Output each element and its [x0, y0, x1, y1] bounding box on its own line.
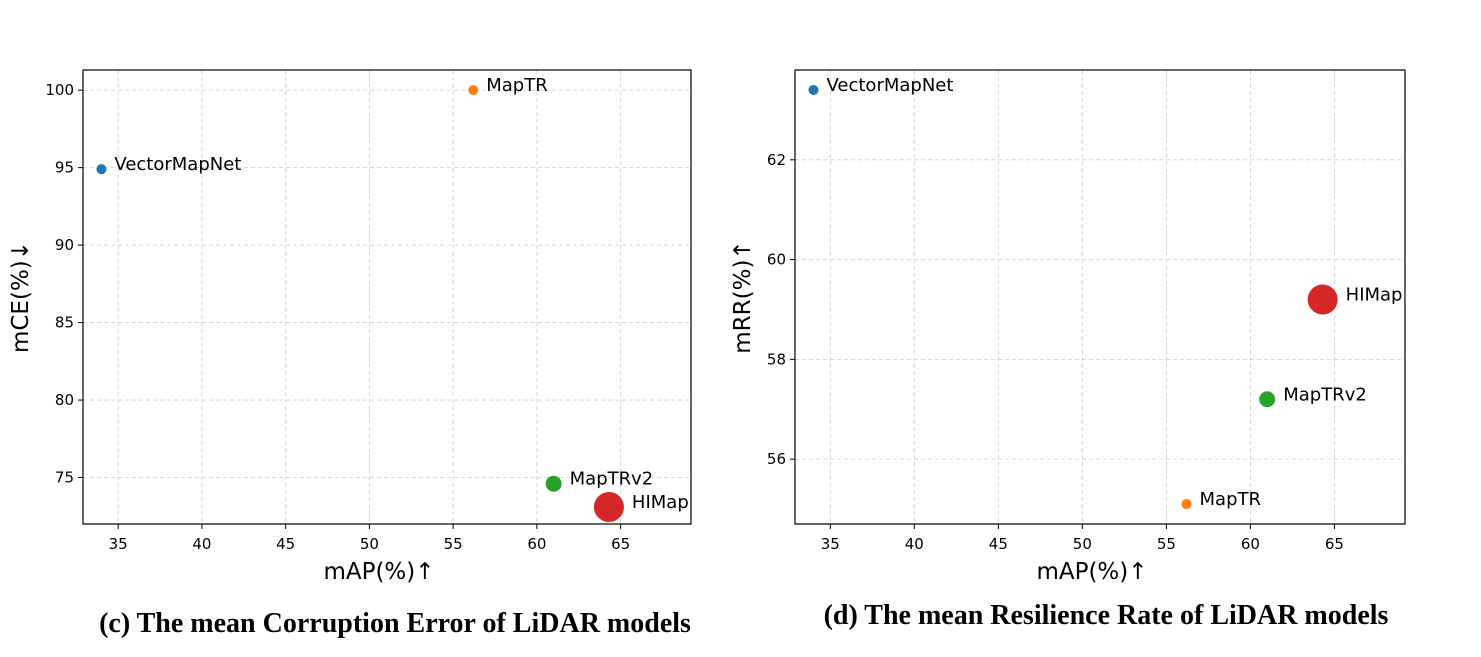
chart1-xtick-label-6: 65 [1325, 535, 1344, 553]
chart1-point-maptr [1181, 499, 1192, 510]
chart0-xtick-label-2: 45 [276, 535, 295, 553]
chart0-point-himap [593, 491, 624, 522]
chart0-xtick-label-0: 35 [109, 535, 128, 553]
chart0-ytick-label-5: 100 [45, 81, 74, 99]
chart0-point-maptr [468, 85, 479, 96]
chart0-point-maptrv2 [545, 475, 562, 492]
chart0-xtick-label-4: 55 [444, 535, 463, 553]
chart1-ytick-label-3: 62 [767, 151, 786, 169]
chart1-point-vectormapnet [808, 84, 819, 95]
chart0-point-vectormapnet [96, 164, 107, 175]
chart1-point-label-himap: HIMap [1346, 284, 1403, 305]
chart0-point-label-maptrv2: MapTRv2 [570, 469, 654, 490]
chart0-ytick-label-3: 90 [55, 236, 74, 254]
chart0-xtick-label-3: 50 [360, 535, 379, 553]
chart0-ytick-label-1: 80 [55, 391, 74, 409]
chart1-ytick-label-1: 58 [767, 350, 786, 368]
chart0-xtick-label-6: 65 [611, 535, 630, 553]
chart-panel-mrr: 35 40 45 50 55 60 65 56 58 60 62 mAP(%)↑ mRR(%)↑ Vect… [730, 69, 1406, 631]
chart1-xtick-label-2: 45 [989, 535, 1008, 553]
chart-panel-mce: 35 40 45 50 55 60 65 75 80 85 90 95 100 mAP(%)↑ mCE(%)… [8, 69, 692, 639]
chart0-ytick-label-2: 85 [55, 314, 74, 332]
chart1-point-maptrv2 [1259, 391, 1276, 408]
chart0-caption: (c) The mean Corruption Error of LiDAR m… [99, 608, 691, 639]
chart1-point-label-maptr: MapTR [1200, 489, 1262, 510]
chart0-xtick-label-5: 60 [527, 535, 546, 553]
chart1-y-axis-label: mRR(%)↑ [730, 240, 756, 353]
chart1-point-label-vectormapnet: VectorMapNet [826, 75, 953, 96]
chart1-xtick-label-4: 55 [1157, 535, 1176, 553]
chart1-caption: (d) The mean Resilience Rate of LiDAR mo… [824, 600, 1389, 631]
chart1-point-label-maptrv2: MapTRv2 [1283, 384, 1367, 405]
chart0-xtick-label-1: 40 [192, 535, 211, 553]
chart1-point-himap [1307, 284, 1338, 315]
chart0-x-axis-label: mAP(%)↑ [323, 559, 434, 585]
chart1-ytick-label-0: 56 [767, 450, 786, 468]
chart0-point-label-himap: HIMap [632, 492, 689, 513]
chart1-xtick-label-3: 50 [1073, 535, 1092, 553]
chart1-xtick-label-0: 35 [821, 535, 840, 553]
chart0-ytick-label-0: 75 [55, 469, 74, 487]
chart0-point-label-maptr: MapTR [486, 75, 547, 96]
chart1-ytick-label-2: 60 [767, 251, 786, 269]
chart1-x-axis-label: mAP(%)↑ [1036, 559, 1147, 585]
chart1-xtick-label-1: 40 [905, 535, 924, 553]
chart1-xtick-label-5: 60 [1241, 535, 1260, 553]
chart0-ytick-label-4: 95 [55, 159, 74, 177]
chart0-y-axis-label: mCE(%)↓ [8, 241, 34, 353]
chart0-plot-frame [82, 69, 692, 525]
chart0-point-label-vectormapnet: VectorMapNet [114, 154, 241, 175]
chart1-plot-frame [794, 69, 1406, 525]
